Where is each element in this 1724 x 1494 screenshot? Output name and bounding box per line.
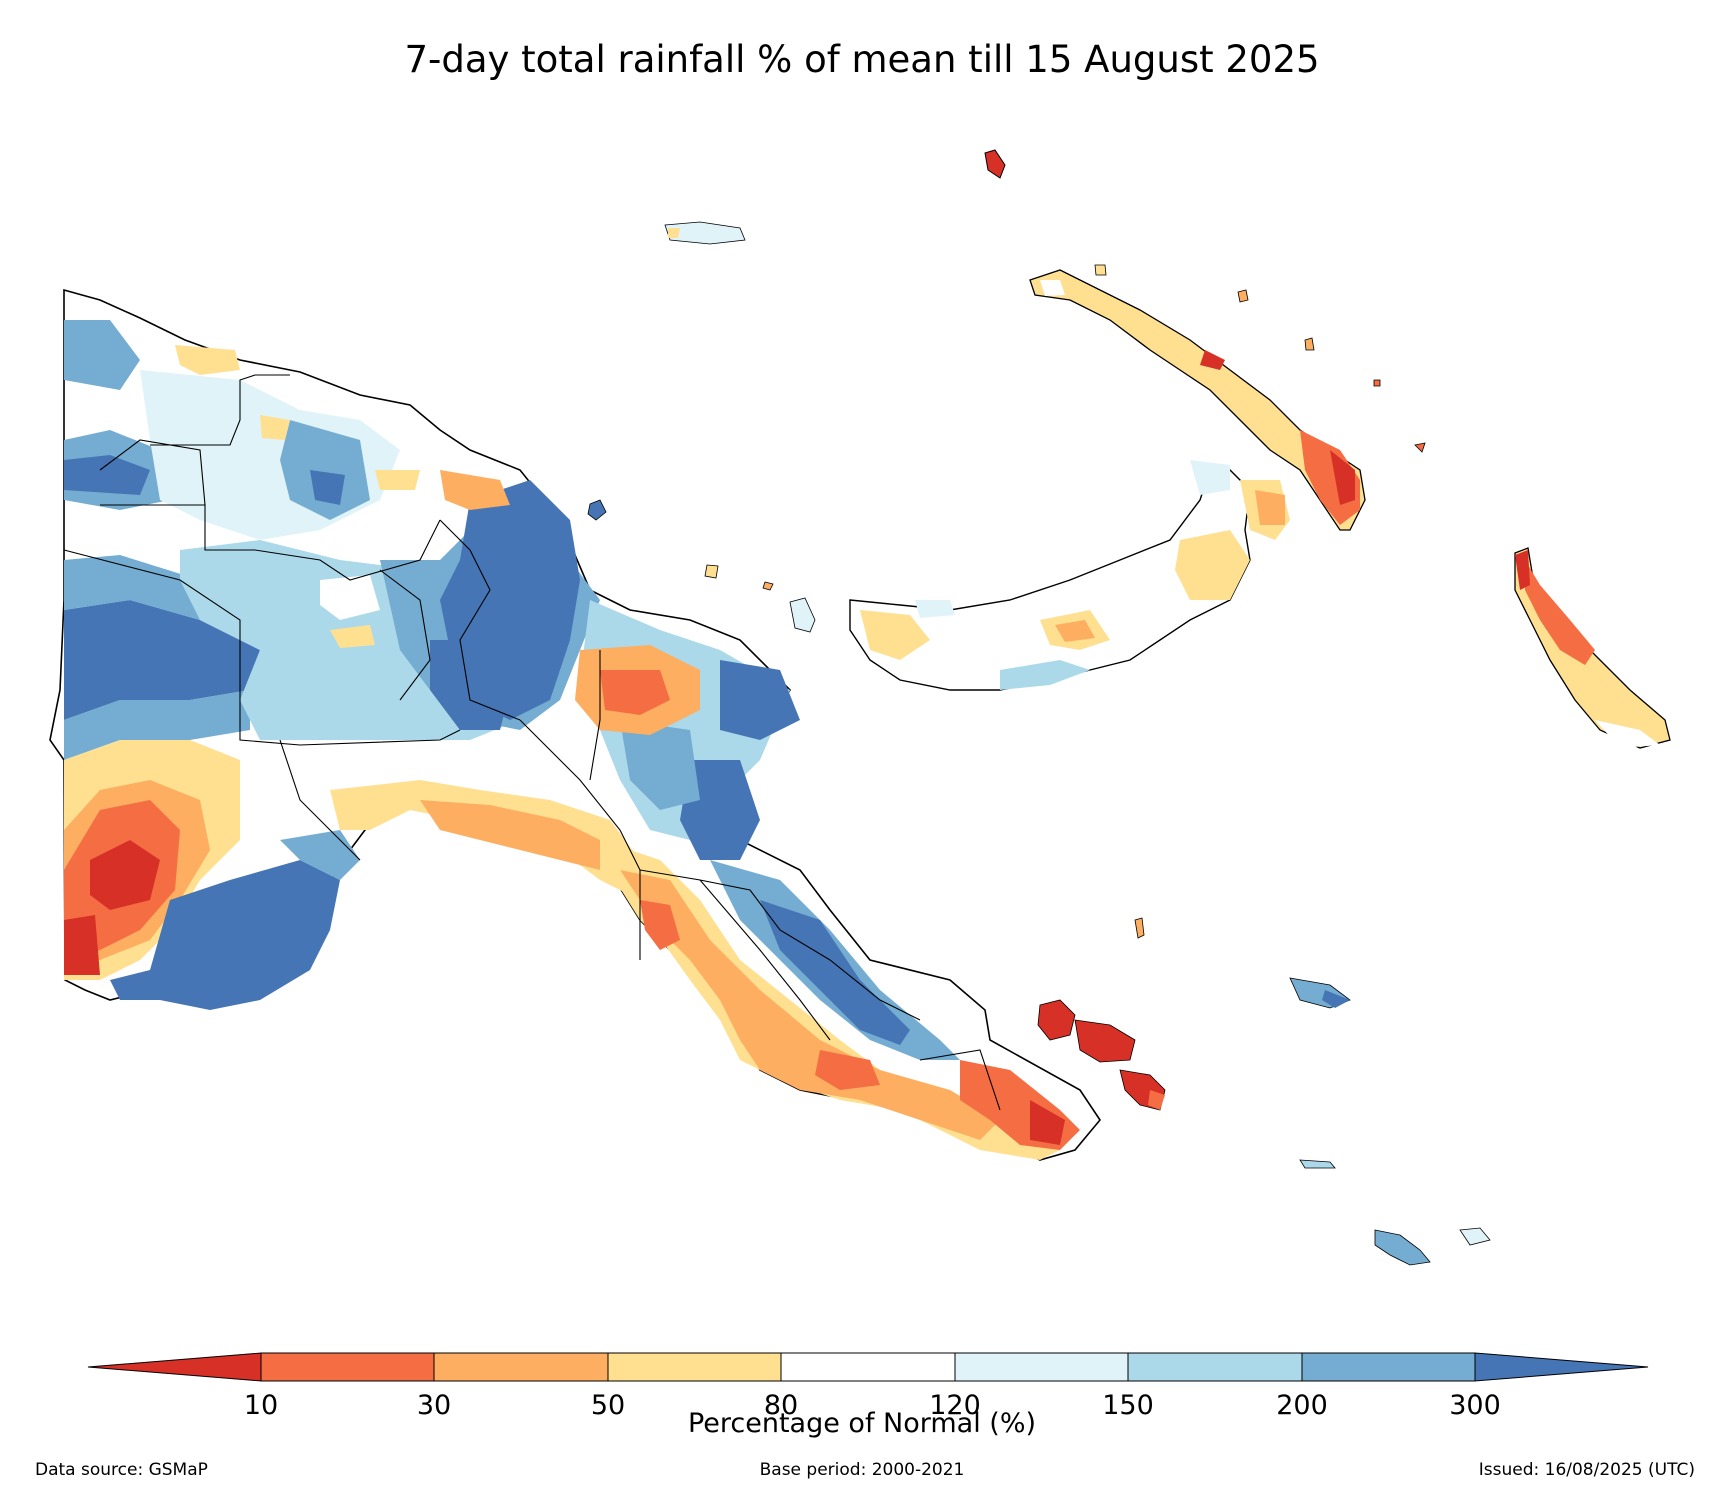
yellow-north-4 (375, 470, 420, 490)
colorbar-tick: 200 (1276, 1390, 1328, 1421)
goodenough-island (1037, 999, 1076, 1041)
ni-white-tip (1040, 280, 1065, 296)
ni-red-core (1330, 450, 1355, 505)
blue-west-low (64, 690, 250, 760)
nb-yellow-west (860, 610, 930, 660)
colorbar-tick: 120 (929, 1390, 981, 1421)
colorbar-ticks: 10 30 50 80 120 150 200 300 (244, 1390, 1501, 1421)
mid-blue-north (280, 420, 370, 520)
new-ireland (984, 149, 1671, 749)
manus-island (984, 149, 1006, 179)
sw-red-2 (64, 915, 100, 975)
other-islands (587, 221, 1491, 1266)
chart-title: 7-day total rainfall % of mean till 15 A… (404, 38, 1320, 81)
white-spot-highlands (320, 575, 380, 620)
province-boundaries (63, 374, 1001, 1111)
yellow-north-coast (175, 345, 240, 375)
colorbar-tick: 80 (764, 1390, 798, 1421)
colorbar-bin-50-80 (607, 1352, 782, 1382)
feni-island (1373, 379, 1381, 387)
madang-mid (620, 720, 700, 810)
island-small-2 (762, 581, 774, 591)
nb-orange-center (1055, 620, 1095, 642)
yellow-north-3 (440, 470, 510, 510)
island-small-1 (704, 564, 719, 579)
north-west-islands-1 (1094, 264, 1107, 276)
normanby-orange (1148, 1090, 1165, 1110)
tabar-island (1304, 337, 1315, 351)
mainland (49, 288, 1101, 1161)
footer-issued: Issued: 16/08/2025 (UTC) (1478, 1460, 1695, 1480)
nb-east-lightblue (1190, 460, 1230, 495)
colorbar-tick: 300 (1449, 1390, 1501, 1421)
nb-east-orange (1255, 490, 1285, 525)
bougainville-white-tip (1595, 720, 1660, 748)
fergusson-island (1074, 1019, 1136, 1063)
colorbar-bin-120-150 (954, 1352, 1129, 1382)
madang-darkblue-coast (680, 760, 760, 860)
woodlark-dark (1322, 990, 1350, 1008)
nb-blue-lightspot (915, 600, 955, 618)
tail-red-1 (640, 900, 680, 950)
colorbar-extend-high (1474, 1352, 1649, 1382)
colorbar-bin-80-120 (780, 1352, 956, 1382)
nb-yellow-east (1175, 530, 1250, 600)
colorbar-tick: 30 (417, 1390, 451, 1421)
new-britain (849, 460, 1290, 691)
tail-red-2 (815, 1050, 880, 1090)
ni-red-mid (1200, 350, 1225, 370)
tagula-island (1374, 1229, 1431, 1266)
nb-blue-bottom (1000, 660, 1090, 690)
colorbar-label: Percentage of Normal (%) (687, 1408, 1037, 1439)
gulf-orange (420, 800, 600, 870)
admiralty-yellow (668, 228, 680, 238)
yellow-north-2 (260, 415, 290, 440)
colorbar-tick: 10 (244, 1390, 278, 1421)
trobriand-islands (1134, 917, 1145, 939)
blue-west-band (64, 600, 260, 720)
footer-data-source: Data source: GSMaP (35, 1460, 208, 1480)
colorbar-bin-30-50 (433, 1352, 609, 1382)
new-ireland-outline (1029, 269, 1366, 531)
footer-base-period: Base period: 2000-2021 (759, 1460, 965, 1480)
blue-nw-2 (64, 455, 150, 495)
bougainville-orange (1525, 560, 1595, 665)
dark-blue-north-spot (310, 470, 345, 505)
tail-red-core (1030, 1100, 1065, 1145)
sw-red (90, 840, 160, 910)
karkar-island (587, 499, 607, 521)
colorbar-extend-low (87, 1352, 262, 1382)
south-darkblue (110, 860, 340, 1010)
madang-darkblue-east (720, 660, 800, 740)
umboi-island (789, 597, 816, 633)
colorbar (87, 1352, 1649, 1382)
south-midblue (280, 830, 360, 880)
colorbar-bin-10-30 (260, 1352, 435, 1382)
admiralty-islands (664, 221, 746, 245)
colorbar-bin-200-300 (1301, 1352, 1476, 1382)
rossel-island (1459, 1227, 1491, 1246)
colorbar-tick: 150 (1102, 1390, 1154, 1421)
misima-island (1299, 1159, 1336, 1169)
tail-blue-ridge-dark (760, 900, 910, 1045)
lihir-island (1237, 289, 1249, 303)
tail-orange (620, 870, 1000, 1140)
bougainville-red (1515, 550, 1530, 590)
gulf-yellow (330, 780, 640, 900)
yellow-spot-highlands (330, 625, 375, 648)
blue-nw-top (64, 320, 140, 390)
colorbar-bin-150-200 (1127, 1352, 1303, 1382)
colorbar-tick: 50 (591, 1390, 625, 1421)
orange-interior-core (600, 670, 670, 715)
nissan-island (1414, 442, 1426, 453)
